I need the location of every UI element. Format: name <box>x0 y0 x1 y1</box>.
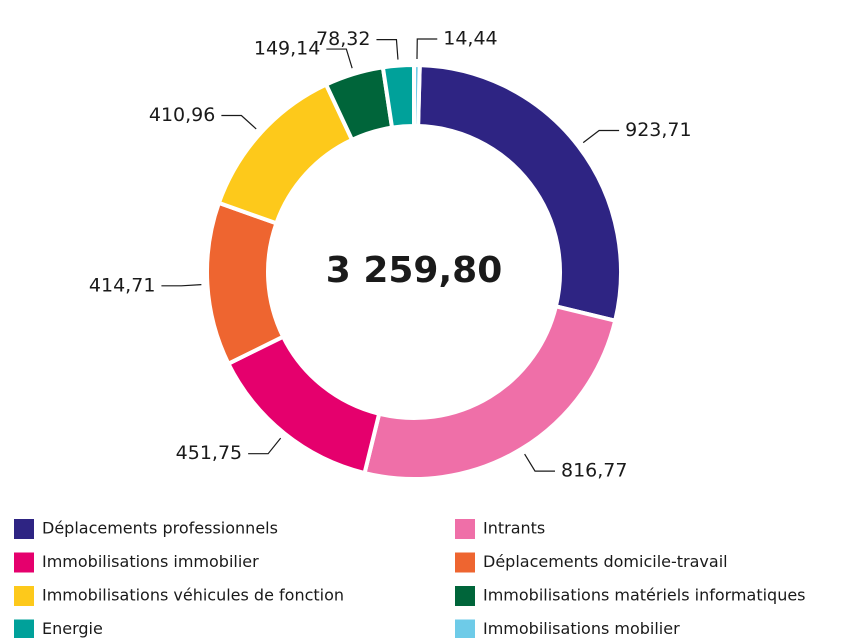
legend-label: Immobilisations mobilier <box>483 619 680 638</box>
leader-line <box>326 48 353 69</box>
donut-segment <box>205 200 286 367</box>
legend-label: Déplacements domicile-travail <box>483 552 728 571</box>
legend-swatch <box>455 519 475 539</box>
legend-swatch <box>14 586 34 606</box>
data-label: 816,77 <box>561 460 627 482</box>
legend-label: Immobilisations véhicules de fonction <box>42 586 344 605</box>
data-label: 414,71 <box>89 274 155 296</box>
data-label: 149,14 <box>254 38 320 60</box>
leader-line <box>161 284 202 287</box>
leader-line <box>582 129 620 144</box>
donut-segment <box>412 62 422 129</box>
legend-label: Immobilisations matériels informatiques <box>483 586 806 605</box>
legend-swatch <box>455 619 475 638</box>
leader-line <box>524 453 556 472</box>
legend-label: Intrants <box>483 519 545 538</box>
legend-label: Immobilisations immobilier <box>42 552 259 571</box>
leader-line <box>416 38 438 60</box>
legend-swatch <box>14 619 34 638</box>
center-total: 3 259,80 <box>326 250 503 291</box>
legend-swatch <box>455 586 475 606</box>
leader-line <box>221 114 257 130</box>
donut-segment <box>225 334 382 476</box>
legend-swatch <box>14 552 34 573</box>
data-label: 451,75 <box>176 442 242 464</box>
donut-segment <box>216 81 355 226</box>
donut-segment <box>362 303 618 481</box>
legend-label: Déplacements professionnels <box>42 519 278 538</box>
legend-swatch <box>455 552 475 573</box>
data-label: 14,44 <box>443 28 497 50</box>
data-label: 78,32 <box>316 28 370 50</box>
data-label: 410,96 <box>149 104 215 126</box>
data-label: 923,71 <box>625 119 691 141</box>
legend-label: Energie <box>42 619 103 638</box>
donut-segment <box>416 63 623 324</box>
leader-line <box>248 437 282 455</box>
legend-swatch <box>14 519 34 539</box>
leader-line <box>376 39 399 60</box>
